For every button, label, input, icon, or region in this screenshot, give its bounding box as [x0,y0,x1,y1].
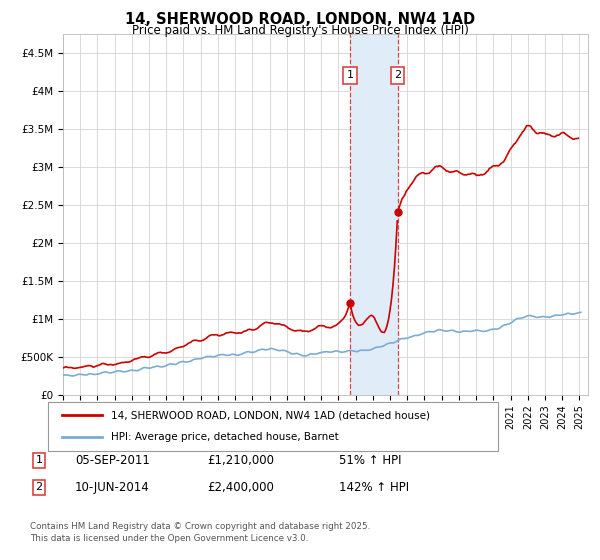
Text: 2: 2 [35,482,43,492]
Text: £1,210,000: £1,210,000 [207,454,274,467]
Text: Contains HM Land Registry data © Crown copyright and database right 2025.
This d: Contains HM Land Registry data © Crown c… [30,522,370,543]
Text: 14, SHERWOOD ROAD, LONDON, NW4 1AD (detached house): 14, SHERWOOD ROAD, LONDON, NW4 1AD (deta… [111,410,430,421]
Text: 1: 1 [346,71,353,81]
Text: 2: 2 [394,71,401,81]
Text: 10-JUN-2014: 10-JUN-2014 [75,480,150,494]
Bar [350,34,398,395]
Text: Price paid vs. HM Land Registry's House Price Index (HPI): Price paid vs. HM Land Registry's House … [131,24,469,36]
Text: HPI: Average price, detached house, Barnet: HPI: Average price, detached house, Barn… [111,432,339,442]
Text: 14, SHERWOOD ROAD, LONDON, NW4 1AD: 14, SHERWOOD ROAD, LONDON, NW4 1AD [125,12,475,27]
Text: 05-SEP-2011: 05-SEP-2011 [75,454,150,467]
Text: 142% ↑ HPI: 142% ↑ HPI [339,480,409,494]
Text: £2,400,000: £2,400,000 [207,480,274,494]
FancyBboxPatch shape [48,402,498,451]
Text: 51% ↑ HPI: 51% ↑ HPI [339,454,401,467]
Text: 1: 1 [35,455,43,465]
